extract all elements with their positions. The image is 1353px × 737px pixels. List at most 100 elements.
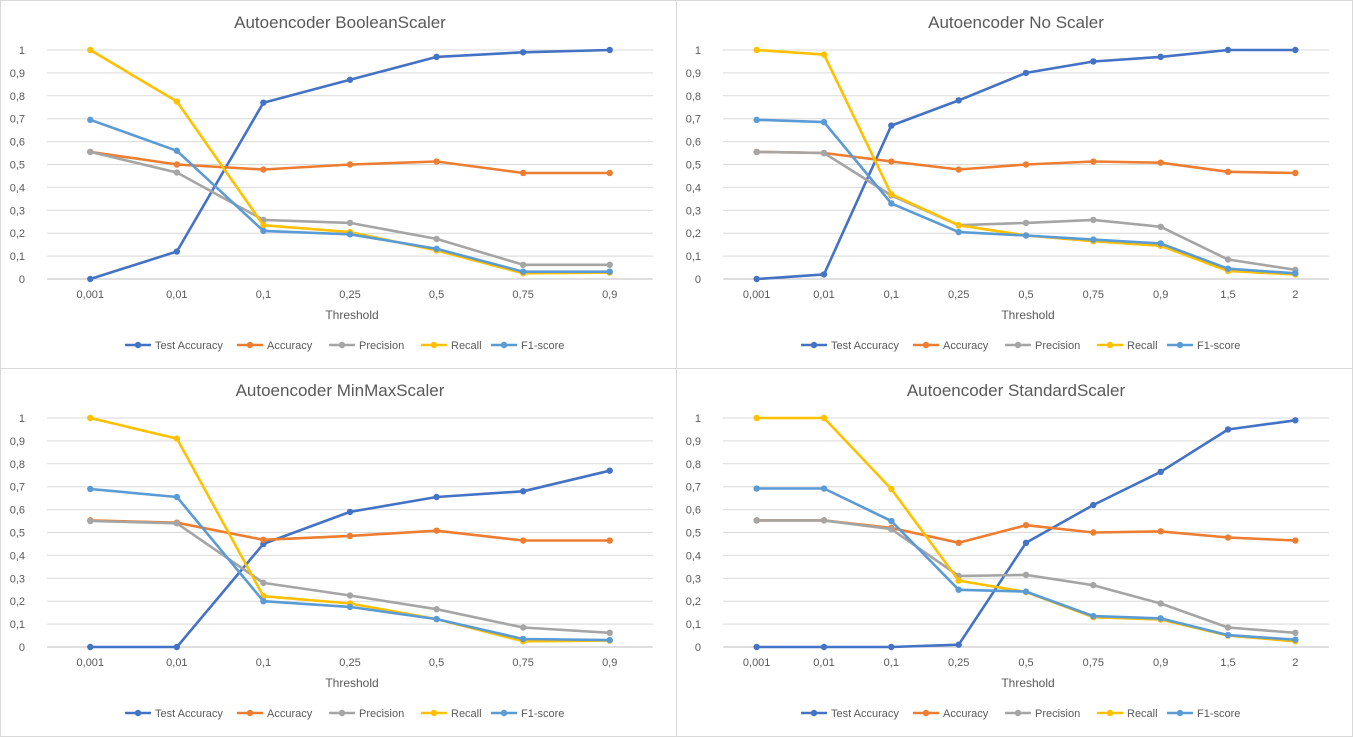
data-point-test-accuracy bbox=[753, 275, 760, 283]
data-point-precision bbox=[1022, 219, 1030, 227]
data-point-recall bbox=[955, 221, 962, 229]
legend-marker bbox=[1014, 709, 1022, 717]
data-point-recall bbox=[753, 414, 760, 422]
x-tick-label: 0,9 bbox=[602, 657, 617, 669]
data-point-f1-score bbox=[1224, 631, 1232, 639]
legend-marker bbox=[922, 341, 930, 349]
chart-title: Autoencoder MinMaxScaler bbox=[236, 381, 445, 400]
legend-item-accuracy: Accuracy bbox=[237, 340, 313, 352]
x-tick-label: 1,5 bbox=[1220, 657, 1235, 669]
data-point-f1-score bbox=[87, 116, 94, 124]
chart-title: Autoencoder StandardScaler bbox=[907, 381, 1126, 400]
data-point-f1-score bbox=[346, 231, 354, 238]
y-tick-label: 0,5 bbox=[10, 160, 25, 172]
data-point-accuracy bbox=[1224, 168, 1232, 176]
y-tick-label: 0,6 bbox=[686, 137, 701, 149]
legend-label: Recall bbox=[451, 708, 482, 720]
data-point-accuracy bbox=[1090, 529, 1097, 536]
x-tick-label: 0,5 bbox=[1018, 289, 1033, 301]
data-point-test-accuracy bbox=[1090, 58, 1097, 65]
data-point-precision bbox=[346, 592, 354, 599]
data-point-precision bbox=[346, 219, 354, 227]
data-point-accuracy bbox=[433, 158, 440, 165]
y-tick-label: 0,9 bbox=[10, 68, 25, 80]
data-point-precision bbox=[1090, 581, 1097, 589]
data-point-accuracy bbox=[260, 536, 267, 544]
data-point-f1-score bbox=[753, 116, 760, 124]
data-point-accuracy bbox=[346, 161, 354, 168]
legend-marker bbox=[134, 341, 142, 349]
chart-panel-minmaxscaler: Autoencoder MinMaxScaler 0 0,1 0,2 0,3 0,4 0,5… bbox=[0, 368, 677, 737]
data-point-test-accuracy bbox=[1022, 539, 1030, 547]
legend-label: Precision bbox=[359, 708, 404, 720]
data-point-f1-score bbox=[820, 485, 828, 492]
data-point-test-accuracy bbox=[1157, 468, 1164, 476]
x-tick-label: 0,9 bbox=[1153, 289, 1168, 301]
data-point-f1-score bbox=[1292, 270, 1299, 277]
data-point-precision bbox=[1022, 571, 1030, 579]
data-point-precision bbox=[1224, 256, 1232, 263]
data-point-test-accuracy bbox=[173, 248, 181, 255]
data-point-recall bbox=[260, 221, 267, 229]
x-tick-label: 0,75 bbox=[1083, 657, 1104, 669]
legend-label: Accuracy bbox=[267, 340, 313, 352]
y-tick-label: 0,4 bbox=[10, 550, 25, 562]
data-point-f1-score bbox=[1157, 615, 1164, 622]
legend-item-accuracy: Accuracy bbox=[237, 708, 313, 720]
y-tick-label: 1 bbox=[19, 413, 25, 425]
x-tick-label: 0,75 bbox=[512, 289, 533, 301]
y-tick-label: 0,2 bbox=[686, 596, 701, 608]
y-tick-label: 0,8 bbox=[686, 459, 701, 471]
series-line-recall bbox=[756, 416, 1296, 643]
y-tick-label: 0,4 bbox=[686, 182, 701, 194]
data-point-precision bbox=[888, 525, 895, 533]
data-point-precision bbox=[433, 606, 440, 613]
series-line-f1-score bbox=[756, 118, 1296, 275]
y-tick-label: 0,7 bbox=[10, 482, 25, 494]
data-point-precision bbox=[606, 629, 613, 637]
data-point-f1-score bbox=[1224, 265, 1232, 272]
legend-item-f1-score: F1-score bbox=[491, 340, 564, 352]
data-point-accuracy bbox=[606, 537, 613, 544]
legend-label: Precision bbox=[1035, 340, 1080, 352]
y-tick-label: 0,7 bbox=[686, 114, 701, 126]
data-point-precision bbox=[820, 149, 828, 157]
chart-booleanscaler: Autoencoder BooleanScaler 0 0,1 0,2 0,3 0,4 0,… bbox=[10, 13, 653, 352]
legend-item-precision: Precision bbox=[329, 708, 404, 720]
x-tick-label: 0,01 bbox=[166, 289, 187, 301]
x-tick-label: 0,5 bbox=[429, 657, 444, 669]
legend-label: F1-score bbox=[521, 708, 564, 720]
y-tick-label: 0,6 bbox=[10, 505, 25, 517]
data-point-precision bbox=[87, 148, 94, 156]
data-point-recall bbox=[888, 485, 895, 493]
data-point-test-accuracy bbox=[87, 643, 94, 651]
legend-marker bbox=[338, 709, 346, 717]
x-axis-label: Threshold bbox=[1001, 308, 1054, 322]
y-tick-label: 0,1 bbox=[686, 251, 701, 263]
chart-noscaler: Autoencoder No Scaler 0 0,1 0,2 0,3 0,4 0,5 0,6… bbox=[686, 13, 1329, 352]
y-tick-label: 0,3 bbox=[10, 573, 25, 585]
legend-item-test-accuracy: Test Accuracy bbox=[801, 340, 899, 352]
data-point-accuracy bbox=[1292, 169, 1299, 177]
y-tick-label: 0,8 bbox=[10, 91, 25, 103]
data-point-test-accuracy bbox=[820, 643, 828, 651]
legend-marker bbox=[1106, 341, 1114, 349]
chart-standardscaler: Autoencoder StandardScaler 0 0,1 0,2 0,3 0,4 0… bbox=[686, 381, 1329, 720]
data-point-accuracy bbox=[1090, 158, 1097, 165]
series-line-precision bbox=[89, 150, 610, 267]
data-point-precision bbox=[753, 148, 760, 156]
data-point-test-accuracy bbox=[1157, 53, 1164, 61]
legend-label: Test Accuracy bbox=[831, 708, 899, 720]
data-point-precision bbox=[173, 169, 181, 176]
data-point-f1-score bbox=[606, 268, 613, 275]
y-tick-label: 0,9 bbox=[686, 436, 701, 448]
data-point-test-accuracy bbox=[519, 49, 527, 56]
legend-label: Accuracy bbox=[943, 708, 989, 720]
x-tick-label: 0,9 bbox=[1153, 657, 1168, 669]
x-tick-label: 0,25 bbox=[948, 289, 969, 301]
data-point-recall bbox=[820, 414, 828, 422]
legend-marker bbox=[246, 709, 254, 717]
legend-item-test-accuracy: Test Accuracy bbox=[125, 708, 223, 720]
data-point-f1-score bbox=[1022, 588, 1030, 595]
